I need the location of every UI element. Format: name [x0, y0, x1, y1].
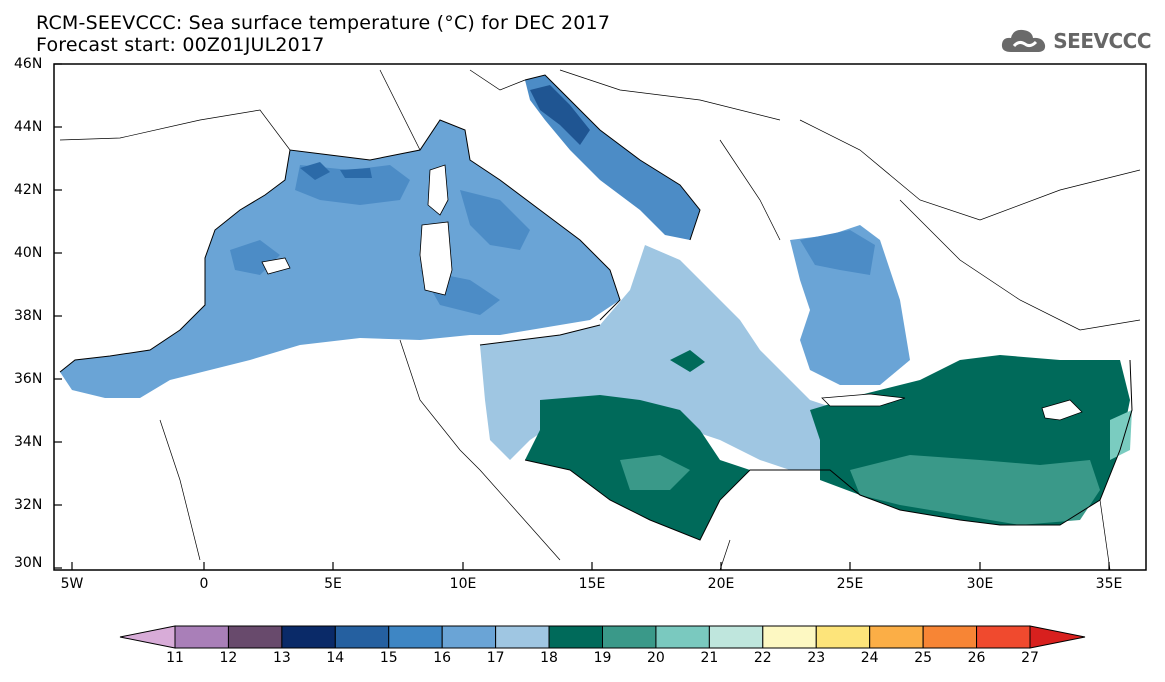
lon-tick-label: 15E — [578, 576, 606, 592]
sardinia — [419, 221, 453, 296]
sicily-warm-patch — [670, 350, 705, 372]
lon-tick-marks — [71, 562, 1110, 570]
colorbar-label: 19 — [593, 650, 612, 666]
colorbar-label: 18 — [540, 650, 558, 666]
lat-tick-label: 32N — [14, 497, 43, 513]
forecast-start-subtitle: Forecast start: 00Z01JUL2017 — [36, 34, 325, 56]
logo-text: SEEVCCC — [1053, 29, 1151, 53]
western-med-deep — [230, 165, 530, 315]
lat-tick-label: 38N — [14, 308, 43, 324]
cloud-icon — [1002, 29, 1046, 52]
colorbar-label: 25 — [914, 650, 933, 666]
lon-tick-label: 10E — [449, 576, 477, 592]
gulf-of-lion — [300, 162, 372, 180]
levantine-coast-21 — [1110, 410, 1132, 460]
colorbar-label: 23 — [807, 650, 826, 666]
lon-tick-label: 35E — [1095, 576, 1123, 592]
western-med-sea — [60, 120, 620, 398]
lat-tick-label: 40N — [14, 245, 43, 261]
balearics — [261, 257, 291, 275]
lon-tick-label: 0 — [199, 576, 209, 592]
lon-tick-label: 25E — [836, 576, 864, 592]
colorbar-label: 13 — [272, 650, 291, 666]
colorbar-label: 14 — [326, 650, 345, 666]
colorbar-label: 15 — [379, 650, 398, 666]
lat-tick-label: 46N — [14, 56, 43, 72]
map-frame — [53, 63, 1147, 571]
colorbar-label: 26 — [967, 650, 986, 666]
cyprus — [1041, 399, 1083, 421]
colorbar-label: 16 — [433, 650, 452, 666]
lon-tick-label: 5W — [60, 576, 84, 592]
colorbar-label: 11 — [166, 650, 184, 666]
colorbar-label: 20 — [647, 650, 665, 666]
colorbar-label: 22 — [753, 650, 772, 666]
lon-tick-label: 30E — [966, 576, 994, 592]
lat-tick-label: 42N — [14, 182, 43, 198]
lat-tick-label: 36N — [14, 371, 43, 387]
aegean-north — [800, 230, 875, 275]
lat-tick-label: 30N — [14, 555, 43, 571]
levantine-20 — [620, 455, 1100, 525]
colorbar-label: 12 — [219, 650, 238, 666]
map-title: RCM-SEEVCCC: Sea surface temperature (°C… — [36, 12, 611, 34]
lat-tick-label: 34N — [14, 434, 43, 450]
colorbar-label: 24 — [860, 650, 879, 666]
colorbar-label: 21 — [700, 650, 719, 666]
lat-tick-marks — [54, 63, 62, 569]
crete — [821, 393, 906, 407]
colorbar-label: 17 — [486, 650, 505, 666]
lon-tick-label: 5E — [324, 576, 342, 592]
adriatic-north — [530, 85, 590, 145]
country-borders — [59, 69, 1141, 570]
corsica — [427, 164, 449, 216]
lat-tick-label: 44N — [14, 119, 43, 135]
lon-tick-label: 20E — [707, 576, 735, 592]
coastline — [59, 74, 1133, 541]
seevccc-logo: SEEVCCC — [999, 26, 1151, 56]
colorbar-label: 27 — [1021, 650, 1039, 666]
